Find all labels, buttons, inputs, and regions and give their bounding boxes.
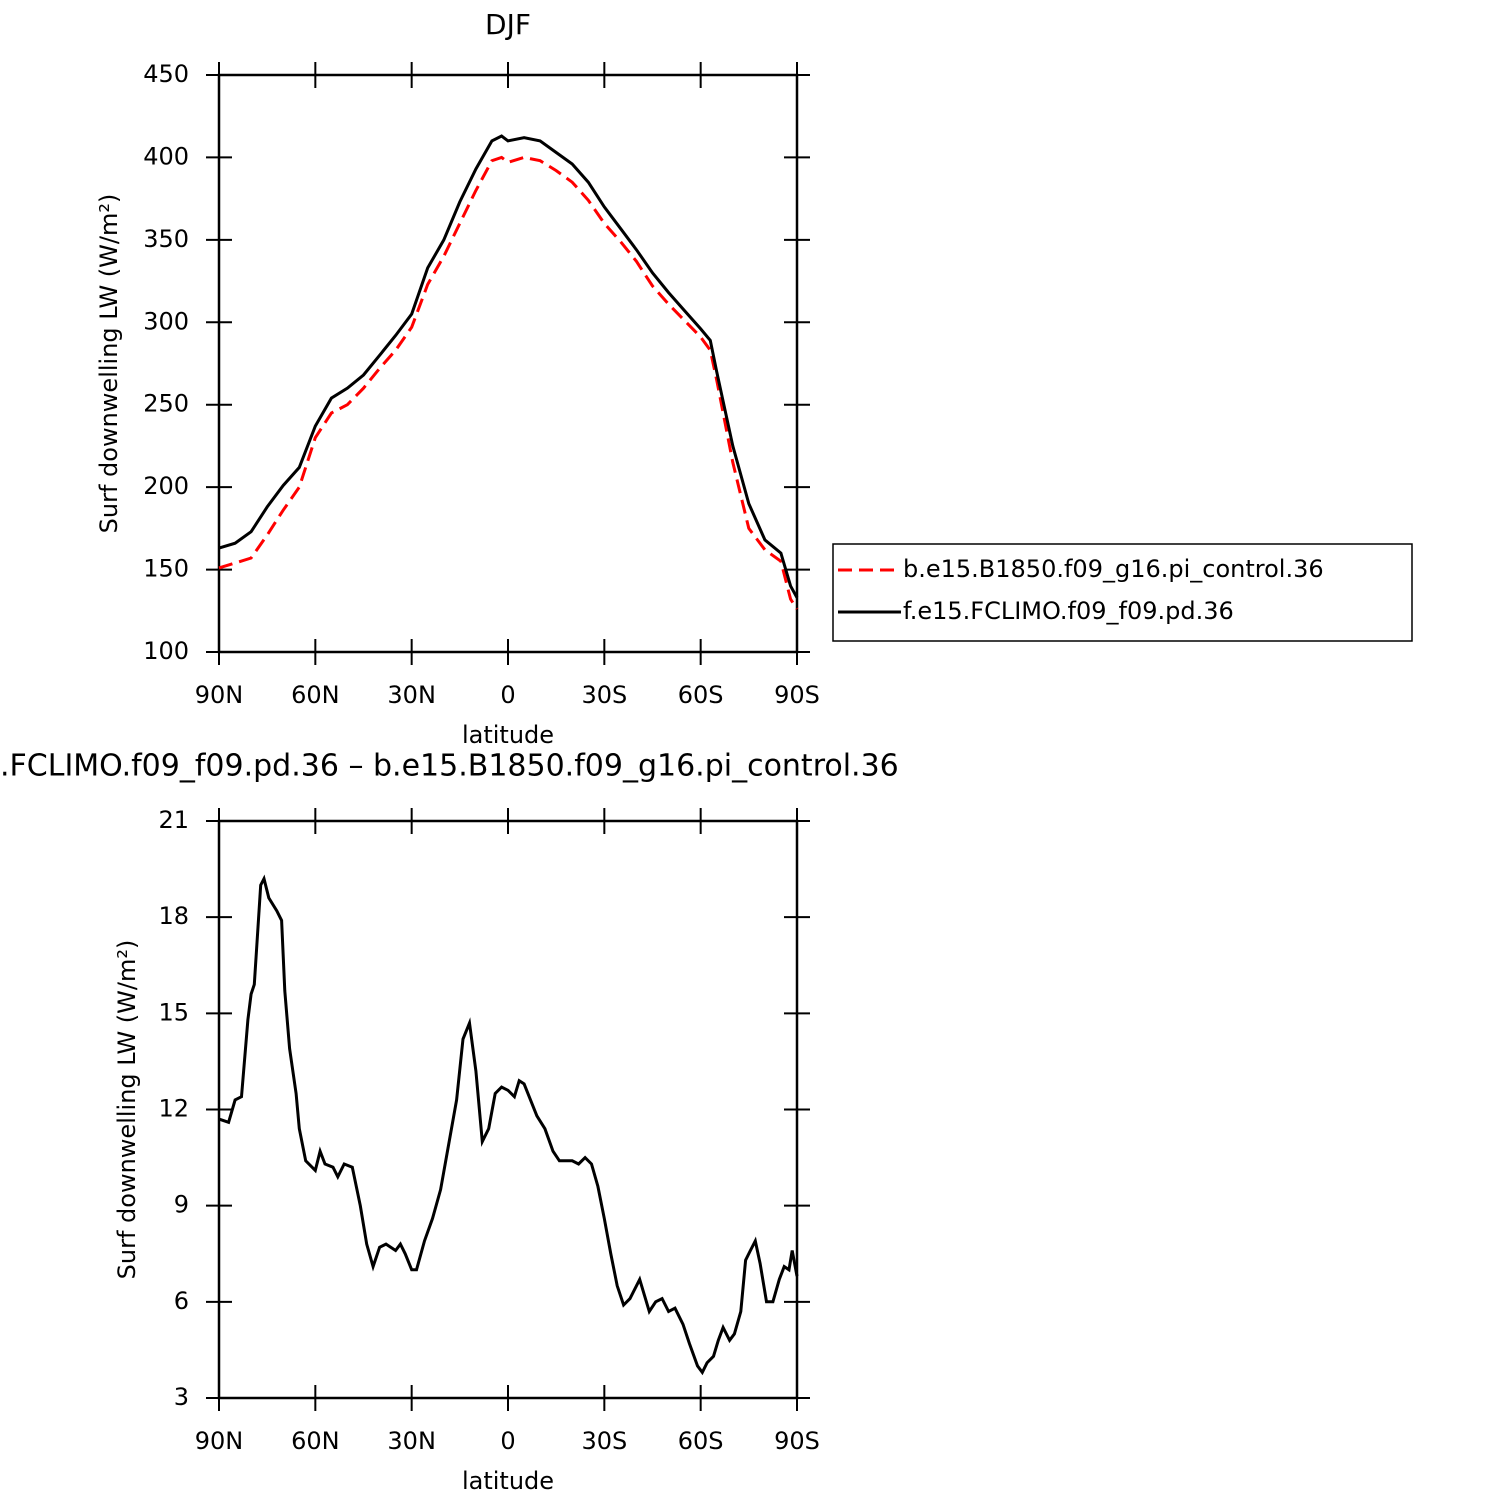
y-axis-label: Surf downwelling LW (W/m²) xyxy=(95,194,123,534)
y-tick-label: 450 xyxy=(143,60,189,88)
x-tick-label: 90S xyxy=(774,1427,820,1455)
x-tick-label: 90N xyxy=(195,681,244,709)
y-tick-label: 9 xyxy=(174,1191,189,1219)
y-tick-label: 21 xyxy=(158,806,189,834)
chart-title: .FCLIMO.f09_f09.pd.36 – b.e15.B1850.f09_… xyxy=(0,749,899,784)
y-tick-label: 6 xyxy=(174,1287,189,1315)
x-tick-label: 0 xyxy=(500,681,515,709)
y-axis-label: Surf downwelling LW (W/m²) xyxy=(113,940,141,1280)
data-line xyxy=(218,874,799,1376)
y-tick-label: 300 xyxy=(143,307,189,335)
x-tick-label: 30N xyxy=(387,1427,436,1455)
y-tick-label: 12 xyxy=(158,1095,189,1123)
x-tick-label: 90N xyxy=(195,1427,244,1455)
x-tick-label: 30N xyxy=(387,681,436,709)
x-tick-label: 60S xyxy=(678,1427,724,1455)
x-tick-label: 90S xyxy=(774,681,820,709)
y-tick-label: 3 xyxy=(174,1383,189,1411)
y-tick-label: 200 xyxy=(143,472,189,500)
x-axis-label: latitude xyxy=(462,1467,554,1495)
legend-box xyxy=(832,543,1413,642)
legend-label: b.e15.B1850.f09_g16.pi_control.36 xyxy=(903,555,1324,583)
x-tick-label: 30S xyxy=(581,1427,627,1455)
y-tick-label: 250 xyxy=(143,390,189,418)
data-line xyxy=(218,134,799,599)
x-tick-label: 60S xyxy=(678,681,724,709)
plot-frame xyxy=(217,819,799,1400)
plot-frame xyxy=(217,73,799,654)
legend-label: f.e15.FCLIMO.f09_f09.pd.36 xyxy=(903,597,1234,625)
chart-title: DJF xyxy=(485,8,531,41)
x-tick-label: 0 xyxy=(500,1427,515,1455)
y-tick-label: 15 xyxy=(158,998,189,1026)
y-tick-label: 150 xyxy=(143,555,189,583)
y-tick-label: 100 xyxy=(143,637,189,665)
x-tick-label: 60N xyxy=(291,681,340,709)
x-tick-label: 60N xyxy=(291,1427,340,1455)
y-tick-label: 18 xyxy=(158,902,189,930)
y-tick-label: 400 xyxy=(143,142,189,170)
data-line xyxy=(218,155,799,610)
y-tick-label: 350 xyxy=(143,225,189,253)
x-tick-label: 30S xyxy=(581,681,627,709)
x-axis-label: latitude xyxy=(462,721,554,749)
